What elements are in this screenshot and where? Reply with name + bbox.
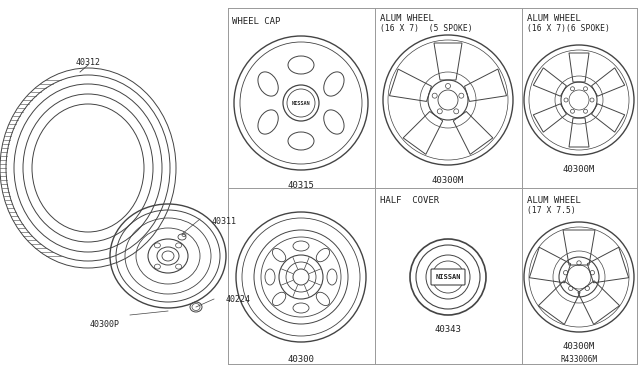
Text: 40315: 40315 bbox=[287, 181, 314, 190]
Text: HALF  COVER: HALF COVER bbox=[380, 196, 439, 205]
Text: ALUM WHEEL: ALUM WHEEL bbox=[527, 196, 580, 205]
Text: (17 X 7.5): (17 X 7.5) bbox=[527, 206, 576, 215]
Text: 40300M: 40300M bbox=[563, 165, 595, 174]
Text: 40312: 40312 bbox=[76, 58, 100, 67]
Text: (16 X 7)  (5 SPOKE): (16 X 7) (5 SPOKE) bbox=[380, 24, 472, 33]
FancyBboxPatch shape bbox=[431, 269, 465, 285]
Text: ALUM WHEEL: ALUM WHEEL bbox=[380, 14, 434, 23]
Text: NISSAN: NISSAN bbox=[435, 274, 461, 280]
Text: NISSAN: NISSAN bbox=[292, 100, 310, 106]
Text: 40300: 40300 bbox=[287, 355, 314, 364]
Text: 40343: 40343 bbox=[435, 325, 461, 334]
Text: 40300M: 40300M bbox=[432, 176, 464, 185]
Text: 40311: 40311 bbox=[211, 217, 237, 226]
Text: ALUM WHEEL: ALUM WHEEL bbox=[527, 14, 580, 23]
Text: 40300P: 40300P bbox=[90, 320, 120, 329]
Text: (16 X 7)(6 SPOKE): (16 X 7)(6 SPOKE) bbox=[527, 24, 610, 33]
Text: WHEEL CAP: WHEEL CAP bbox=[232, 17, 280, 26]
Text: 40300M: 40300M bbox=[563, 342, 595, 351]
Text: R433006M: R433006M bbox=[561, 355, 598, 364]
Text: 40224: 40224 bbox=[225, 295, 250, 304]
